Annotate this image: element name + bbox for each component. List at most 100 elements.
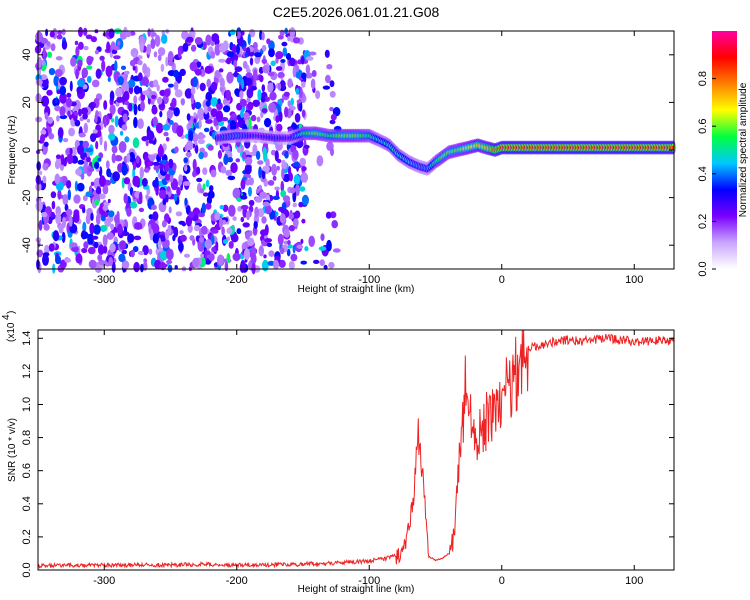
heatmap-x-tick-label: -200 [226, 274, 248, 286]
heatmap-cell [133, 103, 138, 116]
heatmap-cell [220, 166, 227, 174]
heatmap-cell [194, 68, 202, 76]
heatmap-y-tick-label: 0 [21, 147, 33, 153]
heatmap-cell [261, 44, 267, 52]
heatmap-cell [247, 33, 251, 46]
heatmap-y-ticks: -40 -20 0 20 40 [21, 49, 674, 253]
heatmap-cell [40, 134, 46, 143]
heatmap-cell [278, 259, 286, 268]
snr-x-tick-label: 100 [625, 575, 643, 587]
heatmap-y-tick-label: -20 [21, 190, 33, 206]
heatmap-cell [206, 78, 211, 88]
heatmap-cell [177, 48, 182, 59]
heatmap-x-tick-label: 100 [625, 274, 643, 286]
heatmap-cell [61, 28, 66, 36]
heatmap-cell [107, 198, 111, 204]
heatmap-cell [207, 190, 215, 199]
heatmap-cell [35, 31, 43, 43]
heatmap-cell [178, 242, 184, 252]
heatmap-cell [44, 244, 50, 255]
heatmap-cell [48, 132, 55, 140]
heatmap-cell [261, 84, 266, 92]
heatmap-cell [192, 76, 198, 88]
heatmap-cell [36, 249, 44, 258]
heatmap-cell [87, 246, 96, 255]
heatmap-cell [267, 82, 274, 93]
heatmap-cell [211, 229, 219, 234]
heatmap-cell [42, 47, 46, 59]
heatmap-cell [147, 97, 151, 105]
heatmap-cell [328, 261, 335, 269]
snr-y-ticks: 0.0 0.2 0.4 0.6 0.8 1.0 1.2 1.4 [21, 331, 674, 578]
heatmap-cell [126, 207, 132, 217]
heatmap-cell [199, 82, 206, 92]
heatmap-cell [299, 157, 307, 167]
chart-title: C2E5.2026.061.01.21.G08 [273, 4, 440, 20]
heatmap-cell [294, 210, 301, 219]
heatmap-cell [162, 124, 171, 131]
heatmap-cell [198, 236, 205, 243]
heatmap-cell [325, 74, 331, 84]
heatmap-cell [103, 117, 107, 128]
heatmap-cell [262, 165, 270, 172]
heatmap-cell [298, 201, 304, 208]
heatmap-cell [185, 205, 191, 215]
heatmap-cell [66, 92, 72, 98]
heatmap-cell [224, 261, 229, 272]
heatmap-cell [111, 118, 114, 123]
heatmap-cell [140, 263, 144, 273]
heatmap-cell [67, 110, 71, 117]
heatmap-cell [77, 79, 85, 88]
heatmap-cell [290, 187, 296, 194]
heatmap-cell [97, 244, 105, 255]
heatmap-cell [190, 44, 197, 52]
heatmap-cell [137, 60, 143, 66]
heatmap-cell [109, 243, 116, 253]
heatmap-cell [150, 204, 157, 211]
heatmap-cell [197, 138, 205, 145]
heatmap-cell [292, 66, 297, 78]
heatmap-cell [234, 70, 238, 78]
heatmap-cell [210, 51, 216, 59]
heatmap-cell [330, 147, 334, 157]
heatmap-cell [83, 122, 89, 134]
heatmap-cell [258, 166, 262, 179]
heatmap-cell [90, 181, 95, 187]
heatmap-cell [117, 76, 124, 86]
snr-scale-close: ) [6, 311, 17, 314]
heatmap-cell [91, 235, 99, 240]
heatmap-cell [276, 165, 280, 171]
heatmap-cell [308, 51, 317, 56]
heatmap-cell [165, 56, 169, 67]
heatmap-cell [110, 223, 115, 230]
heatmap-cell [210, 97, 218, 107]
heatmap-cell [236, 74, 243, 84]
heatmap-cell [281, 41, 288, 47]
heatmap-cell [283, 229, 290, 238]
heatmap-cell [272, 195, 280, 200]
heatmap-cell [270, 60, 276, 67]
heatmap-cell [226, 253, 231, 264]
heatmap-cell [166, 186, 171, 192]
heatmap-cell [234, 66, 243, 72]
heatmap-cell [55, 255, 61, 265]
heatmap-cell [41, 95, 50, 107]
heatmap-cell [106, 232, 114, 240]
heatmap-cell [92, 129, 98, 134]
heatmap-cell [102, 32, 110, 37]
heatmap-cell [282, 47, 288, 57]
heatmap-cell [68, 215, 73, 227]
heatmap-cell [240, 78, 245, 90]
heatmap-cell [284, 106, 289, 118]
heatmap-cell [305, 72, 313, 79]
heatmap-cell [218, 43, 227, 53]
heatmap-cell [247, 101, 254, 111]
heatmap-cell [81, 230, 87, 240]
heatmap-cell [164, 160, 169, 173]
heatmap-cell [85, 34, 93, 40]
heatmap-cell [75, 253, 83, 264]
heatmap-cell [64, 258, 71, 263]
heatmap-cell [230, 113, 237, 119]
heatmap-cell [86, 65, 93, 70]
heatmap-cell [292, 218, 299, 228]
